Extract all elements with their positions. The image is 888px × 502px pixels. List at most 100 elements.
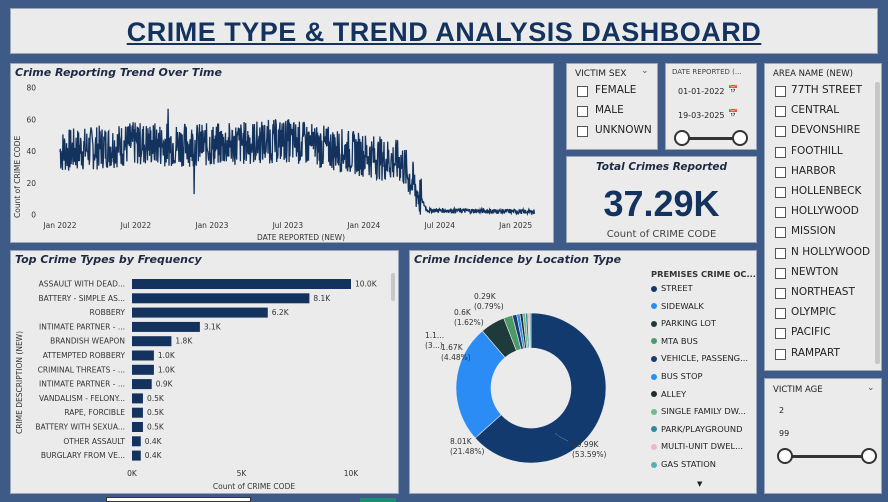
donut-value-label: 0.6K [454, 308, 472, 317]
bar[interactable] [132, 279, 351, 289]
chevron-down-icon[interactable]: ⌄ [641, 66, 649, 76]
area-option[interactable]: 77TH STREET [791, 84, 863, 96]
trend-line-chart[interactable]: Count of CRIME CODE 80 60 40 20 0 Jan 2022 Ju… [11, 64, 553, 242]
bar-value-label: 0.5K [147, 394, 165, 403]
donut-slice[interactable] [474, 312, 607, 464]
bar[interactable] [132, 407, 143, 418]
legend-item[interactable]: MTA BUS [651, 336, 698, 346]
bar[interactable] [132, 422, 143, 432]
age-max-handle[interactable] [861, 448, 877, 464]
location-type-panel: Crime Incidence by Location Type 19.99K(… [409, 250, 757, 494]
trend-ylabel: Count of CRIME CODE [13, 136, 22, 218]
legend-dot [651, 426, 657, 433]
bar[interactable] [132, 364, 154, 375]
age-min-input[interactable]: 2 [779, 406, 785, 415]
area-option[interactable]: DEVONSHIRE [791, 124, 861, 137]
checkbox-area[interactable] [775, 166, 786, 178]
checkbox-area[interactable] [775, 207, 786, 219]
bar[interactable] [132, 379, 152, 390]
crime-types-bar-chart[interactable]: CRIME DESCRIPTION (NEW) ASSAULT WITH DEA… [11, 251, 398, 493]
bar[interactable] [132, 450, 141, 461]
kpi-card: Total Crimes Reported 37.29K Count of CR… [566, 156, 757, 243]
date-start-handle[interactable] [674, 130, 690, 146]
age-max-input[interactable]: 99 [779, 429, 790, 438]
checkbox-area[interactable] [775, 348, 786, 360]
area-option[interactable]: MISSION [791, 225, 836, 238]
option-female[interactable]: FEMALE [595, 84, 637, 96]
bar[interactable] [132, 293, 310, 304]
chevron-down-icon[interactable]: ⌄ [867, 383, 875, 393]
area-option[interactable]: HOLLENBECK [791, 185, 862, 197]
bar[interactable] [132, 336, 172, 347]
legend-item[interactable]: BUS STOP [651, 371, 703, 381]
area-option[interactable]: HOLLYWOOD [791, 205, 859, 218]
area-option[interactable]: NORTHEAST [791, 286, 855, 298]
date-range-track[interactable] [680, 137, 742, 140]
legend-label: BUS STOP [661, 371, 703, 381]
date-end-input[interactable]: 19-03-2025 [678, 111, 725, 120]
checkbox-area[interactable] [775, 86, 786, 97]
trend-chart-title: Crime Reporting Trend Over Time [15, 66, 222, 79]
checkbox-area[interactable] [775, 308, 786, 320]
checkbox-area[interactable] [775, 288, 786, 299]
legend-scroll-down-icon[interactable]: ▼ [697, 480, 703, 488]
checkbox-area[interactable] [775, 126, 786, 138]
legend-item[interactable]: GAS STATION [651, 459, 716, 469]
area-option[interactable]: PACIFIC [791, 326, 831, 339]
legend-item[interactable]: PARKING LOT [651, 318, 716, 328]
legend-item[interactable]: SINGLE FAMILY DW... [651, 406, 746, 416]
donut-pct-label: (4.48%) [441, 353, 471, 362]
checkbox-area[interactable] [775, 187, 786, 198]
legend-label: SIDEWALK [661, 300, 704, 311]
donut-slice[interactable] [529, 312, 532, 349]
bar-category-label: BURGLARY FROM VE... [41, 451, 125, 460]
legend-item[interactable]: PARK/PLAYGROUND [651, 424, 742, 434]
area-option[interactable]: OLYMPIC [791, 306, 836, 319]
legend-item[interactable]: MULTI-UNIT DWEL... [651, 441, 743, 451]
legend-item[interactable]: STREET [651, 283, 693, 293]
legend-dot [651, 355, 657, 362]
legend-item[interactable]: VEHICLE, PASSENG... [651, 353, 748, 363]
checkbox-area[interactable] [775, 328, 786, 340]
checkbox-female[interactable] [577, 86, 588, 97]
donut-legend-title: PREMISES CRIME OC... [651, 269, 756, 279]
bottom-accent [360, 498, 396, 502]
checkbox-area[interactable] [775, 267, 786, 279]
bar[interactable] [132, 436, 141, 447]
checkbox-area[interactable] [775, 146, 786, 158]
area-option[interactable]: RAMPART [791, 346, 840, 359]
bar-value-label: 10.0K [355, 280, 378, 289]
age-min-handle[interactable] [777, 448, 793, 464]
area-option[interactable]: CENTRAL [791, 104, 840, 117]
legend-label: PARKING LOT [661, 318, 716, 329]
area-option[interactable]: N HOLLYWOOD [791, 245, 871, 258]
option-unknown[interactable]: UNKNOWN [595, 124, 652, 136]
legend-dot [651, 373, 657, 380]
area-option[interactable]: NEWTON [791, 265, 839, 278]
checkbox-area[interactable] [775, 247, 786, 259]
age-range-track[interactable] [783, 455, 869, 458]
calendar-icon[interactable]: 📅 [728, 85, 738, 94]
bar[interactable] [132, 393, 143, 404]
legend-label: VEHICLE, PASSENG... [661, 353, 749, 364]
bar[interactable] [132, 307, 268, 318]
checkbox-area[interactable] [775, 106, 786, 118]
date-end-handle[interactable] [732, 130, 748, 146]
area-option[interactable]: FOOTHILL [791, 144, 843, 157]
trend-xtick: Jan 2023 [194, 221, 228, 230]
checkbox-male[interactable] [577, 106, 588, 117]
calendar-icon[interactable]: 📅 [728, 109, 738, 118]
legend-item[interactable]: SIDEWALK [651, 301, 704, 311]
bar-scrollbar[interactable] [391, 273, 395, 301]
option-male[interactable]: MALE [595, 104, 624, 116]
bar[interactable] [132, 321, 200, 332]
bar[interactable] [132, 350, 154, 361]
date-start-input[interactable]: 01-01-2022 [678, 87, 725, 96]
legend-item[interactable]: ALLEY [651, 389, 686, 399]
area-option[interactable]: HARBOR [791, 164, 836, 177]
checkbox-area[interactable] [775, 227, 786, 239]
location-donut-chart[interactable]: 19.99K(53.59%) 8.01K(21.48%) 1.67K(4.48%) 0… [410, 251, 646, 493]
area-scrollbar[interactable] [875, 82, 880, 364]
checkbox-unknown[interactable] [577, 126, 588, 137]
top-crime-types-panel: Top Crime Types by Frequency CRIME DESCR… [10, 250, 399, 494]
